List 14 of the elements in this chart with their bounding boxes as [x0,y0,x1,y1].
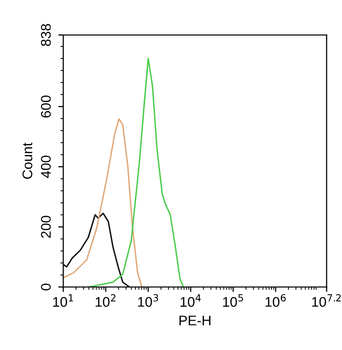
x-tick-label: 10$^{3}$ [138,294,158,307]
y-tick-label: 0 [40,284,51,290]
y-tick-label: 400 [40,156,51,178]
y-tick-label: 838 [40,24,51,46]
x-tick-label: 10$^{5}$ [223,294,243,307]
x-axis-title: PE-H [179,316,210,326]
x-tick-label: 10$^{4}$ [180,294,201,307]
x-tick-label: 10$^{1}$ [53,294,74,307]
x-tick-label: 10$^{2}$ [96,294,116,307]
x-tick-label: 10$^{7.2}$ [312,294,341,307]
y-tick-label: 200 [40,216,51,238]
y-axis-title: Count [22,142,32,179]
y-tick-label: 600 [40,96,51,118]
x-tick-label: 10$^{6}$ [266,294,286,307]
